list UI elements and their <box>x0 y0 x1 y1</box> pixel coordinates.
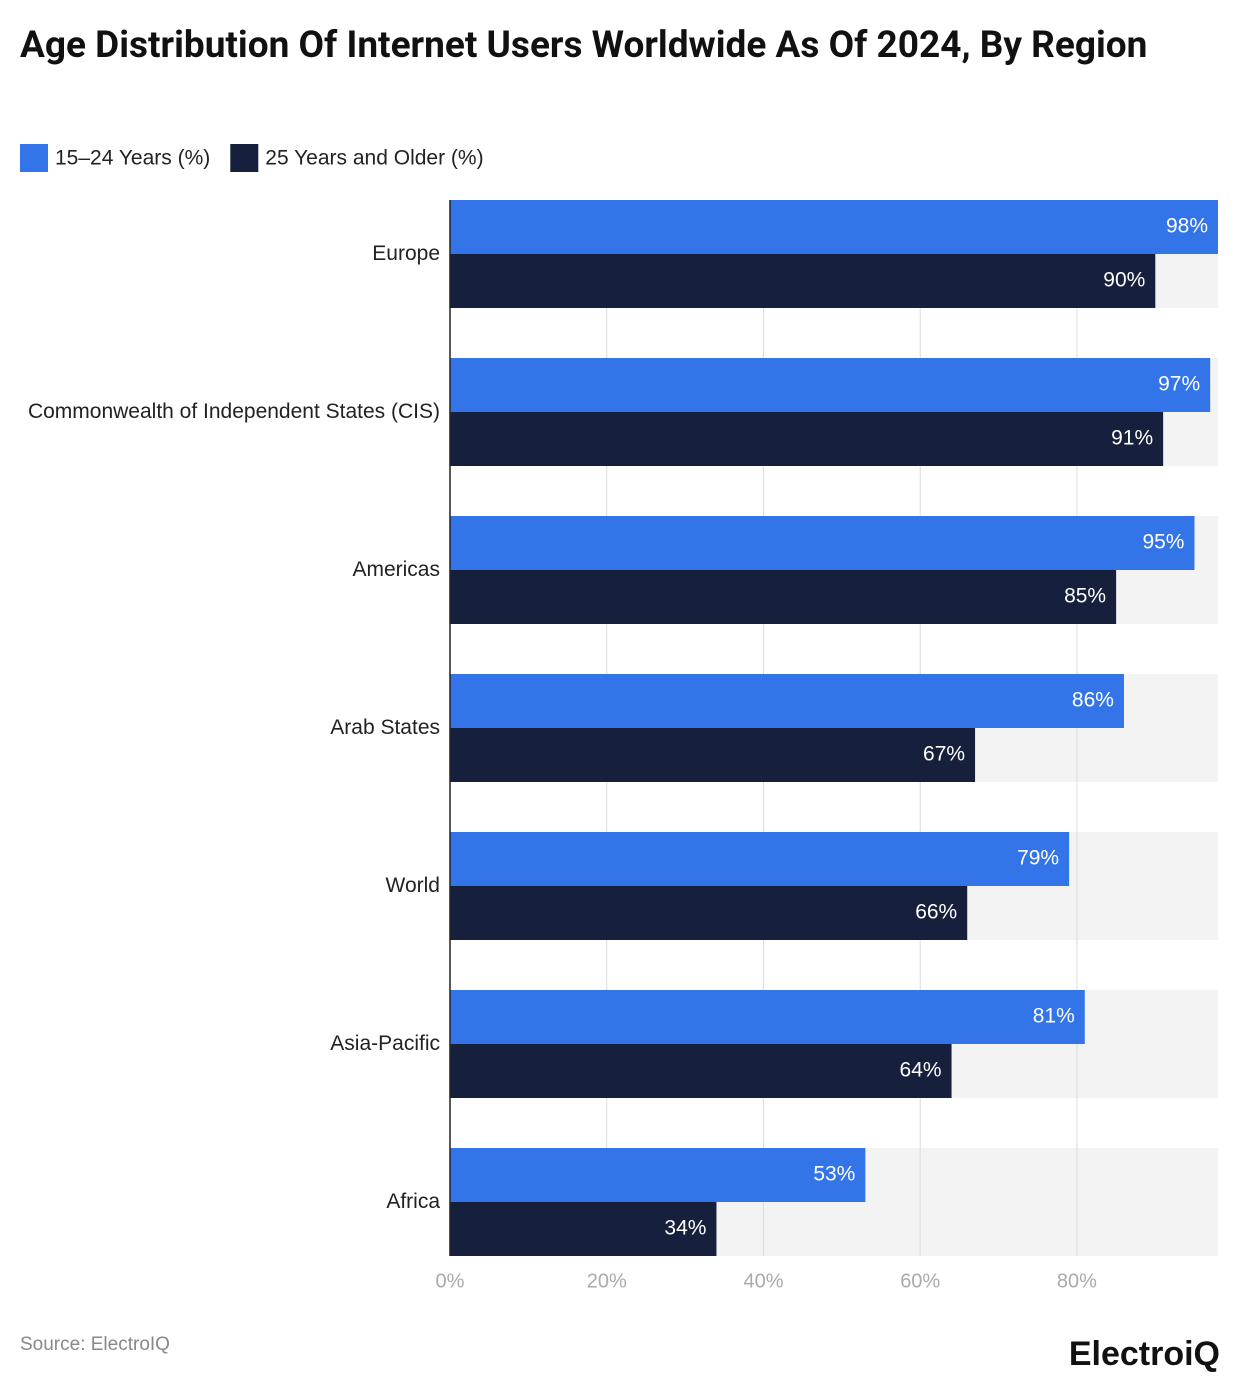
value-label: 91% <box>1111 427 1153 450</box>
value-label: 81% <box>1033 1005 1075 1028</box>
value-label: 98% <box>1166 215 1208 238</box>
y-tick-label: Africa <box>386 1190 440 1213</box>
x-tick-label: 20% <box>587 1270 627 1292</box>
y-tick-label: Commonwealth of Independent States (CIS) <box>27 400 440 423</box>
value-label: 95% <box>1142 531 1184 554</box>
bar <box>450 358 1211 412</box>
y-tick-label: Asia-Pacific <box>330 1032 440 1055</box>
value-label: 66% <box>915 901 957 924</box>
value-label: 53% <box>813 1163 855 1186</box>
value-label: 85% <box>1064 585 1106 608</box>
category-label-box: Commonwealth of Independent States (CIS) <box>27 400 440 423</box>
bar <box>450 728 976 782</box>
y-tick-label: Americas <box>352 558 440 581</box>
value-label: 64% <box>900 1059 942 1082</box>
x-tick-label: 60% <box>900 1270 940 1292</box>
y-tick-label: World <box>385 874 440 897</box>
chart-title: Age Distribution Of Internet Users World… <box>20 24 1148 67</box>
category-label-box: Asia-Pacific <box>330 1032 440 1055</box>
category-label-box: Africa <box>386 1190 440 1213</box>
bar <box>450 570 1117 624</box>
bar <box>450 200 1218 254</box>
bar <box>450 832 1070 886</box>
x-tick-label: 40% <box>743 1270 783 1292</box>
value-label: 86% <box>1072 689 1114 712</box>
x-tick-label: 0% <box>436 1270 465 1292</box>
bar <box>450 254 1156 308</box>
y-tick-label: Europe <box>372 242 440 265</box>
legend-label: 25 Years and Older (%) <box>265 147 483 170</box>
source: Source: ElectroIQ <box>20 1334 170 1355</box>
bar <box>450 1044 952 1098</box>
legend-label: 15–24 Years (%) <box>55 147 210 170</box>
bar <box>450 674 1124 728</box>
bar <box>450 1148 866 1202</box>
y-tick-label: Arab States <box>330 716 440 739</box>
brand-logo: ElectroiQ <box>1069 1335 1220 1373</box>
bar <box>450 990 1085 1044</box>
legend-swatch <box>20 144 48 172</box>
bar <box>450 516 1195 570</box>
x-tick-label: 80% <box>1057 1270 1097 1292</box>
bar <box>450 1202 717 1256</box>
value-label: 67% <box>923 743 965 766</box>
category-label-box: Arab States <box>330 716 440 739</box>
bar <box>450 886 968 940</box>
value-label: 34% <box>664 1217 706 1240</box>
bar <box>450 412 1164 466</box>
category-label-box: Americas <box>352 558 440 581</box>
value-label: 79% <box>1017 847 1059 870</box>
value-label: 97% <box>1158 373 1200 396</box>
value-label: 90% <box>1103 269 1145 292</box>
category-label-box: Europe <box>372 242 440 265</box>
category-label-box: World <box>385 874 440 897</box>
legend-swatch <box>230 144 259 172</box>
